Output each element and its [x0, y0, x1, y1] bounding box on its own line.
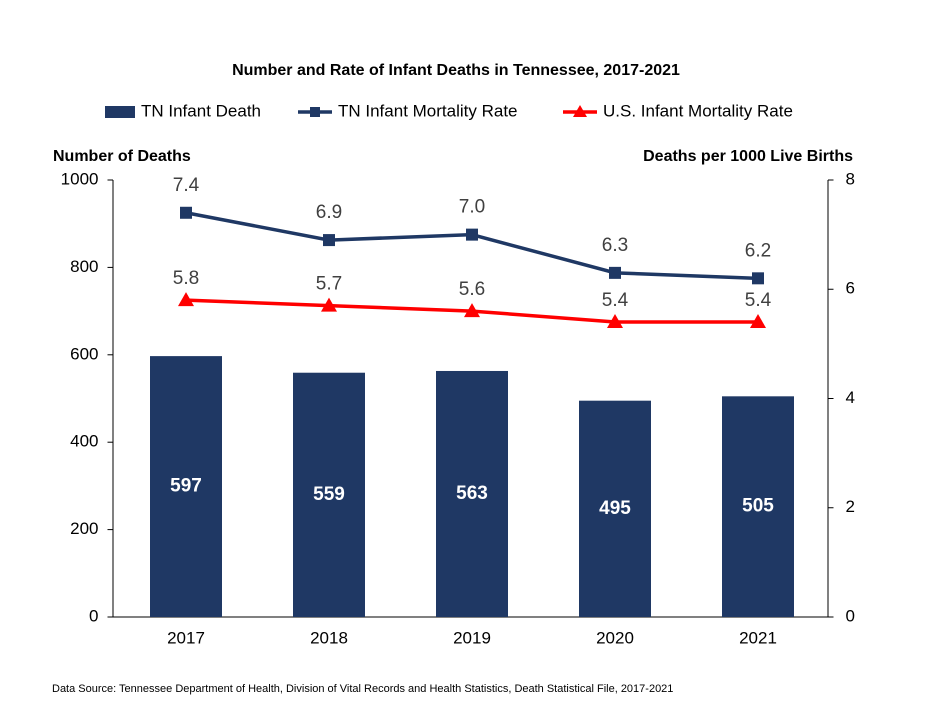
y-axis-title: Number of Deaths: [53, 148, 191, 165]
bar: [436, 370, 508, 617]
y-tick-label: 1000: [61, 169, 99, 188]
chart-title: Number and Rate of Infant Deaths in Tenn…: [232, 62, 680, 79]
legend-marker: [573, 105, 587, 117]
marker: [323, 234, 335, 247]
bar-label: 597: [170, 476, 202, 497]
y2-tick-label: 6: [846, 279, 855, 298]
marker: [752, 272, 764, 285]
y2-tick-label: 2: [846, 497, 855, 516]
bar: [293, 372, 365, 617]
data-label: 7.0: [459, 197, 485, 218]
y-tick-label: 600: [70, 344, 98, 363]
marker: [607, 314, 623, 329]
data-label: 6.2: [745, 240, 771, 261]
x-tick-label: 2019: [453, 628, 491, 647]
y2-axis-title: Deaths per 1000 Live Births: [643, 148, 853, 165]
marker: [178, 292, 194, 307]
data-label: 7.4: [173, 175, 200, 196]
marker: [750, 314, 766, 329]
data-label: 5.6: [459, 279, 485, 300]
data-label: 5.4: [745, 290, 772, 311]
bar-label: 505: [742, 496, 774, 517]
bar: [150, 356, 222, 617]
data-label: 5.7: [316, 274, 342, 295]
bar-label: 563: [456, 483, 488, 504]
bar: [722, 396, 794, 617]
legend-label: TN Infant Death: [141, 101, 261, 120]
bar: [579, 400, 651, 617]
y-tick-label: 400: [70, 432, 98, 451]
legend-label: TN Infant Mortality Rate: [338, 101, 518, 120]
marker: [466, 228, 478, 241]
y-tick-label: 0: [89, 606, 98, 625]
y2-tick-label: 8: [846, 169, 855, 188]
y-tick-label: 200: [70, 519, 98, 538]
marker: [321, 297, 337, 312]
marker: [180, 206, 192, 219]
source-note: Data Source: Tennessee Department of Hea…: [52, 683, 673, 695]
bar-label: 559: [313, 484, 345, 505]
y2-tick-label: 4: [846, 388, 855, 407]
x-tick-label: 2021: [739, 628, 777, 647]
legend-label: U.S. Infant Mortality Rate: [603, 101, 793, 120]
bar-label: 495: [599, 498, 631, 519]
y2-tick-label: 0: [846, 606, 855, 625]
y-tick-label: 800: [70, 257, 98, 276]
data-label: 6.3: [602, 235, 628, 256]
marker: [609, 266, 621, 279]
x-tick-label: 2018: [310, 628, 348, 647]
legend-marker: [310, 107, 320, 117]
data-label: 5.4: [602, 290, 629, 311]
data-label: 6.9: [316, 202, 342, 223]
line: [185, 211, 759, 281]
data-label: 5.8: [173, 268, 199, 289]
marker: [464, 303, 480, 318]
x-tick-label: 2020: [596, 628, 634, 647]
x-tick-label: 2017: [167, 628, 205, 647]
legend-swatch: [105, 106, 135, 118]
